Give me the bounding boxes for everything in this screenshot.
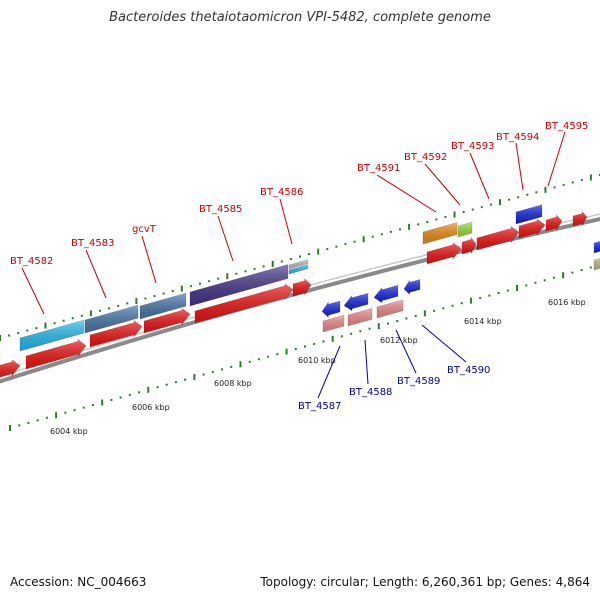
forward-leader-line xyxy=(424,163,461,206)
forward-cds-arrow-shade xyxy=(144,308,190,333)
forward-leader-line xyxy=(279,198,293,245)
gene-block-offscreen-tan-shade xyxy=(594,258,600,270)
forward-leader-line xyxy=(469,152,490,200)
forward-cds-arrow-shade xyxy=(26,339,86,369)
reverse-gene-label[interactable]: BT_4587 xyxy=(298,401,341,412)
reverse-leader-line xyxy=(317,345,341,399)
kbp-tick-label: 6012 kbp xyxy=(380,336,418,345)
forward-gene-label[interactable]: BT_4594 xyxy=(496,132,539,143)
gene-block-bt4591-shade xyxy=(423,222,457,244)
forward-gene-label[interactable]: BT_4591 xyxy=(357,163,400,174)
forward-leader-line xyxy=(217,215,234,262)
gene-block-gcvt-shade xyxy=(140,293,186,319)
kbp-tick-label: 6006 kbp xyxy=(132,403,170,412)
forward-gene-label[interactable]: BT_4595 xyxy=(545,121,588,132)
forward-cds-arrow-shade xyxy=(477,226,519,250)
gene-block-bt4583-shade xyxy=(85,305,138,333)
forward-leader-line xyxy=(85,249,107,299)
forward-leader-line xyxy=(515,142,524,191)
kbp-tick-label: 6008 kbp xyxy=(214,379,252,388)
forward-leader-line xyxy=(547,131,566,187)
gene-block-bt4582-shade xyxy=(20,320,84,351)
reverse-cds-arrow-shade xyxy=(344,293,368,311)
forward-cds-arrow-shade xyxy=(519,219,545,238)
genome-title: Bacteroides thetaiotaomicron VPI-5482, c… xyxy=(109,10,491,25)
kbp-tick-label: 6010 kbp xyxy=(298,356,336,365)
genome-summary-text: Topology: circular; Length: 6,260,361 bp… xyxy=(260,575,590,589)
reverse-cds-arrow-shade xyxy=(404,279,420,295)
forward-cds-arrow-shade xyxy=(462,237,476,254)
forward-cds-arrow-shade xyxy=(546,215,562,231)
gene-block-bt4585-shade xyxy=(190,264,288,306)
reverse-pink-block-shade xyxy=(323,315,344,332)
kbp-tick-label: 6014 kbp xyxy=(464,317,502,326)
forward-leader-line xyxy=(21,267,45,315)
forward-gene-label[interactable]: BT_4583 xyxy=(71,238,114,249)
forward-cds-arrow-shade xyxy=(90,320,142,347)
accession-text: Accession: NC_004663 xyxy=(10,575,147,589)
gene-block-offscreen-blue-shade xyxy=(594,241,600,253)
kbp-tick-label: 6004 kbp xyxy=(50,427,88,436)
forward-gene-label[interactable]: BT_4585 xyxy=(199,204,242,215)
reverse-leader-line xyxy=(364,339,369,385)
forward-gene-label[interactable]: gcvT xyxy=(132,224,157,235)
forward-cds-arrow-shade xyxy=(195,283,293,323)
gene-block-bt4586-b-shade xyxy=(289,264,308,274)
forward-cds-arrow-shade xyxy=(293,278,311,296)
reverse-pink-block-shade xyxy=(377,299,403,318)
reverse-leader-line xyxy=(421,324,467,363)
forward-cds-arrow-shade xyxy=(0,359,20,378)
reverse-gene-label[interactable]: BT_4590 xyxy=(447,365,490,376)
forward-gene-label[interactable]: BT_4582 xyxy=(10,256,53,267)
forward-gene-label[interactable]: BT_4586 xyxy=(260,187,303,198)
forward-leader-line xyxy=(141,235,157,284)
gene-block-bt4586-a-shade xyxy=(289,259,308,269)
forward-leader-line xyxy=(376,174,437,213)
gene-block-bt4594-shade xyxy=(516,204,542,224)
forward-gene-label[interactable]: BT_4593 xyxy=(451,141,494,152)
reverse-gene-label[interactable]: BT_4588 xyxy=(349,387,392,398)
reverse-cds-arrow-shade xyxy=(322,301,340,318)
reverse-leader-line xyxy=(395,329,417,374)
kbp-tick-label: 6016 kbp xyxy=(548,298,586,307)
gene-block-bt4592-shade xyxy=(458,222,472,237)
reverse-cds-arrow-shade xyxy=(374,285,398,303)
reverse-gene-label[interactable]: BT_4589 xyxy=(397,376,440,387)
forward-cds-arrow-shade xyxy=(427,242,461,264)
forward-gene-label[interactable]: BT_4592 xyxy=(404,152,447,163)
reverse-pink-block-shade xyxy=(348,308,372,326)
forward-cds-arrow-shade xyxy=(573,211,587,226)
